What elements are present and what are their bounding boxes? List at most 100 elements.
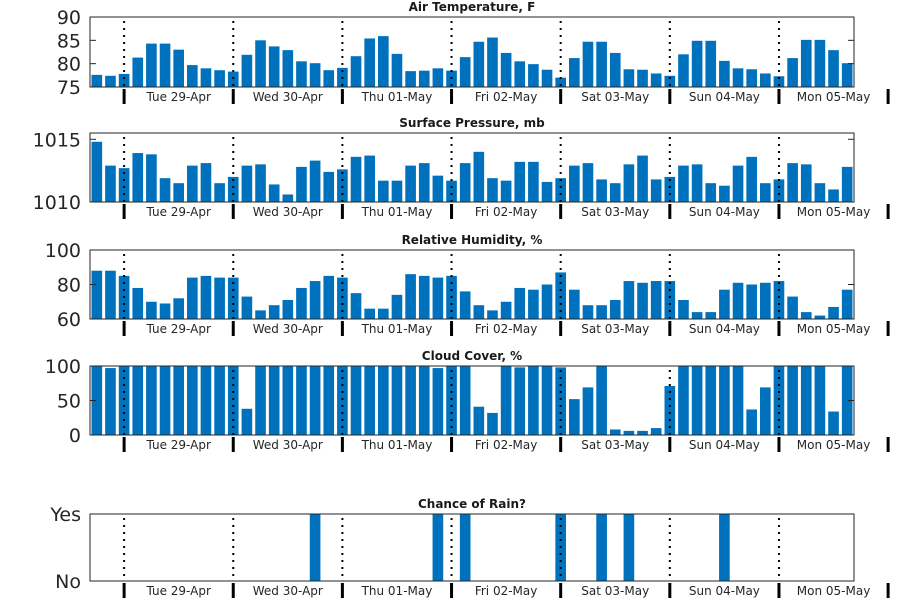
bar bbox=[146, 43, 157, 87]
day-label: Fri 02-May bbox=[475, 438, 538, 452]
y-tick-label: 85 bbox=[57, 30, 81, 52]
panel-4: Tue 29-Apr Wed 30-Apr Thu 01-May Fri 02-May… bbox=[49, 497, 890, 598]
day-label: Sun 04-May bbox=[689, 205, 760, 219]
bar bbox=[800, 164, 812, 202]
bar bbox=[405, 71, 416, 87]
bar bbox=[596, 305, 607, 319]
bar bbox=[814, 315, 826, 319]
bar bbox=[91, 74, 103, 87]
bar bbox=[569, 165, 580, 202]
y-tick-label: 50 bbox=[57, 391, 81, 413]
bar bbox=[828, 50, 839, 87]
bar bbox=[746, 156, 757, 202]
y-tick-label: 0 bbox=[69, 425, 81, 447]
bar bbox=[323, 171, 335, 202]
bar bbox=[814, 39, 826, 87]
bar bbox=[378, 180, 389, 202]
bar bbox=[241, 408, 253, 435]
bar bbox=[514, 61, 526, 87]
bar bbox=[569, 289, 580, 319]
bar bbox=[105, 368, 116, 435]
day-label: Wed 30-Apr bbox=[253, 205, 323, 219]
bar bbox=[432, 175, 444, 202]
bar bbox=[814, 366, 826, 435]
bar bbox=[541, 284, 553, 319]
bar bbox=[418, 275, 430, 320]
day-label: Mon 05-May bbox=[797, 584, 871, 598]
y-tick-label: Yes bbox=[49, 504, 81, 526]
day-label: Sat 03-May bbox=[581, 205, 649, 219]
bar bbox=[705, 366, 717, 435]
bar bbox=[678, 300, 689, 319]
day-label: Fri 02-May bbox=[475, 322, 538, 336]
bar bbox=[459, 163, 471, 202]
bar bbox=[241, 296, 253, 319]
bar bbox=[227, 366, 239, 435]
day-label: Mon 05-May bbox=[797, 90, 871, 104]
bar bbox=[309, 366, 321, 435]
bar bbox=[337, 169, 348, 202]
bar bbox=[432, 68, 444, 87]
bar bbox=[609, 52, 621, 87]
bar bbox=[405, 366, 416, 435]
panel-3: Tue 29-Apr Wed 30-Apr Thu 01-May Fri 02-May… bbox=[45, 349, 890, 452]
bar bbox=[596, 514, 607, 581]
day-label: Sat 03-May bbox=[581, 438, 649, 452]
bar bbox=[200, 275, 212, 320]
bar bbox=[719, 185, 730, 202]
panel-title: Cloud Cover, % bbox=[422, 349, 522, 363]
bar bbox=[459, 514, 471, 581]
bar bbox=[323, 366, 335, 435]
day-label: Wed 30-Apr bbox=[253, 584, 323, 598]
day-label: Fri 02-May bbox=[475, 584, 538, 598]
bar bbox=[350, 366, 362, 435]
bar bbox=[132, 366, 144, 435]
bar bbox=[214, 183, 225, 202]
bar bbox=[446, 180, 457, 202]
panel-1: Tue 29-Apr Wed 30-Apr Thu 01-May Fri 02-May… bbox=[33, 116, 890, 219]
bar bbox=[705, 183, 717, 202]
bar bbox=[487, 37, 498, 87]
day-label: Sun 04-May bbox=[689, 322, 760, 336]
bar bbox=[664, 75, 676, 87]
bar bbox=[650, 179, 662, 202]
bar bbox=[596, 41, 607, 87]
bar bbox=[473, 151, 485, 202]
bar bbox=[678, 165, 689, 202]
bar bbox=[132, 57, 144, 87]
bar bbox=[746, 409, 757, 435]
bar bbox=[282, 50, 294, 87]
bar bbox=[582, 387, 594, 435]
bar bbox=[487, 178, 498, 202]
day-label: Tue 29-Apr bbox=[145, 438, 210, 452]
bar bbox=[309, 514, 321, 581]
bar bbox=[555, 367, 566, 435]
bar bbox=[623, 281, 635, 319]
bar bbox=[187, 165, 198, 202]
bar bbox=[800, 312, 812, 319]
bar bbox=[296, 61, 307, 87]
bar bbox=[637, 430, 648, 435]
plot-frame bbox=[89, 513, 855, 582]
bar bbox=[391, 294, 403, 319]
bar bbox=[773, 366, 785, 435]
bar bbox=[105, 165, 116, 202]
bar bbox=[255, 40, 266, 87]
bar bbox=[296, 366, 307, 435]
bar bbox=[432, 277, 444, 319]
bar bbox=[582, 305, 594, 319]
bar bbox=[378, 308, 389, 319]
bar bbox=[432, 368, 444, 435]
bar bbox=[446, 366, 457, 435]
bar bbox=[337, 366, 348, 435]
bar bbox=[200, 366, 212, 435]
bar bbox=[487, 310, 498, 320]
bar bbox=[528, 289, 539, 319]
bar bbox=[719, 366, 730, 435]
day-label: Tue 29-Apr bbox=[145, 584, 210, 598]
bar bbox=[282, 300, 294, 319]
panel-title: Chance of Rain? bbox=[418, 497, 526, 511]
bar bbox=[309, 63, 321, 87]
bar bbox=[555, 77, 566, 87]
